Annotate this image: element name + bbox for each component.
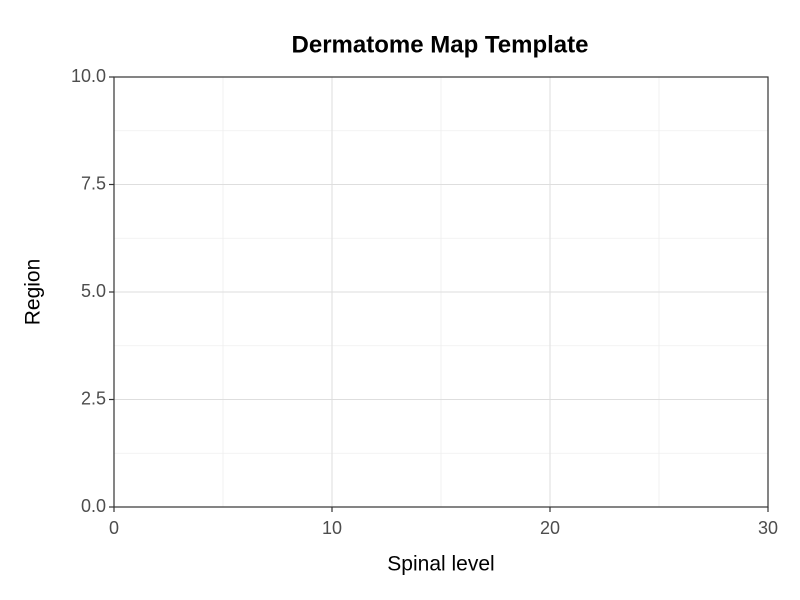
axes: 0 10 20 30 0.0 2.5 5.0 7.5 10.0 — [71, 66, 778, 538]
x-axis-label: Spinal level — [387, 553, 494, 576]
y-tick-label: 10.0 — [71, 66, 106, 86]
x-tick-label: 30 — [758, 518, 778, 538]
y-tick-label: 5.0 — [81, 281, 106, 301]
y-tick-label: 0.0 — [81, 496, 106, 516]
y-axis-label: Region — [22, 259, 45, 326]
y-tick-label: 2.5 — [81, 388, 106, 408]
y-tick-label: 7.5 — [81, 173, 106, 193]
x-tick-label: 10 — [322, 518, 342, 538]
x-tick-label: 0 — [109, 518, 119, 538]
x-tick-label: 20 — [540, 518, 560, 538]
chart-title: Dermatome Map Template — [292, 31, 589, 58]
